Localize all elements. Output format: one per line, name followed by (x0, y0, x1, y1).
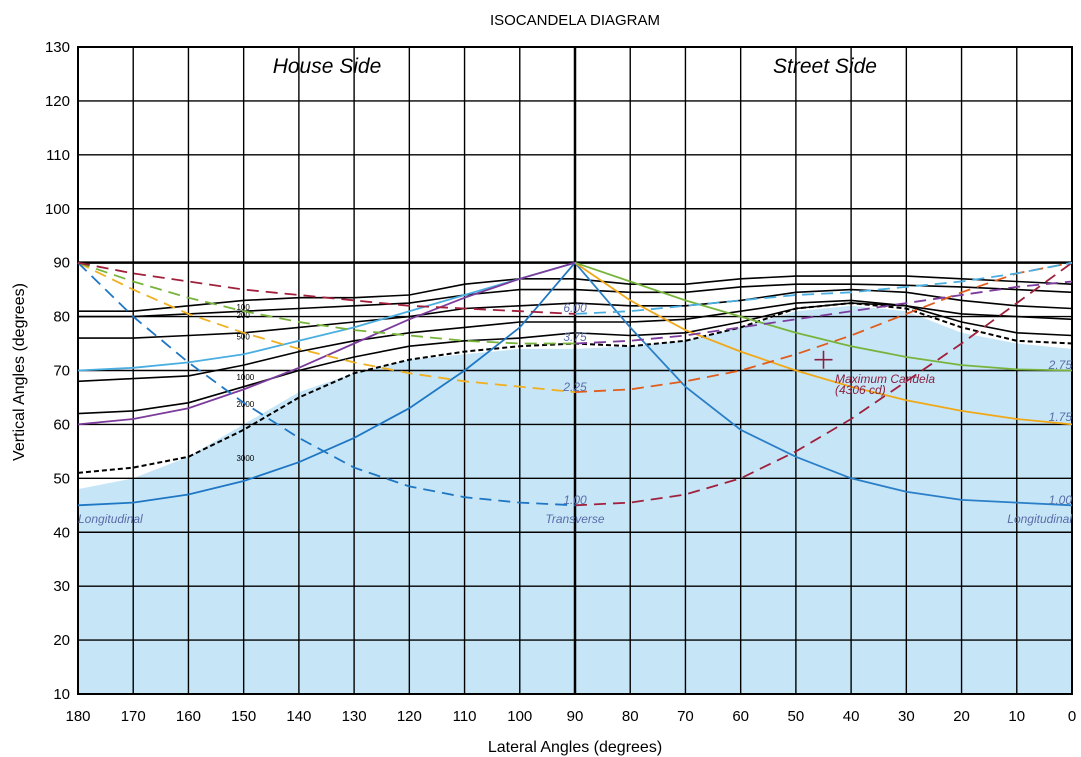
y-tick-label: 100 (45, 201, 70, 218)
y-tick-label: 60 (53, 416, 70, 433)
x-tick-label: 20 (953, 708, 970, 725)
x-tick-label: 70 (677, 708, 694, 725)
y-tick-label: 90 (53, 255, 70, 272)
x-tick-label: 80 (622, 708, 639, 725)
x-tick-label: 90 (567, 708, 584, 725)
chart-title: ISOCANDELA DIAGRAM (490, 12, 660, 29)
longitudinal-right-label: Longitudinal (1007, 512, 1072, 526)
y-tick-label: 130 (45, 39, 70, 56)
y-tick-label: 20 (53, 632, 70, 649)
x-tick-label: 160 (176, 708, 201, 725)
street-side-label: Street Side (773, 55, 877, 78)
house-side-label: House Side (273, 55, 382, 78)
x-tick-label: 150 (231, 708, 256, 725)
series-line-0 (77, 262, 576, 507)
series-label-6-00: 6.00 (563, 301, 587, 315)
y-tick-label: 110 (46, 147, 70, 164)
series-line-1 (574, 262, 1073, 507)
series-label-2-25: 2.25 (562, 380, 587, 394)
series-layer (77, 261, 1073, 507)
isocandela-line-2000 (77, 302, 1073, 415)
x-tick-label: 10 (1008, 708, 1025, 725)
tick-label-layer: 180 170 160 150 140 130 120 110 100 90 80 70 60 50 40 3… (45, 39, 1076, 725)
x-tick-label: 100 (507, 708, 532, 725)
series-label-1-75: 1.75 (1049, 410, 1073, 424)
longitudinal-left-label: Longitudinal (78, 512, 143, 526)
series-line-12 (77, 261, 576, 315)
series-line-10 (574, 280, 1073, 345)
series-line-9 (574, 261, 1073, 507)
x-tick-label: 140 (286, 708, 311, 725)
isocandela-label-500: 500 (236, 332, 250, 341)
series-line-8 (77, 262, 576, 507)
y-tick-label: 10 (53, 686, 70, 703)
y-tick-label: 30 (53, 578, 70, 595)
transverse-label: Transverse (545, 512, 604, 526)
y-axis-label: Vertical Angles (degrees) (11, 283, 28, 461)
x-tick-label: 170 (121, 708, 146, 725)
isocandela-label-100: 100 (236, 303, 250, 312)
series-line-6 (574, 261, 1073, 393)
x-axis-label: Lateral Angles (degrees) (488, 739, 662, 756)
max-candela-label: Maximum Candela (835, 372, 935, 386)
x-tick-label: 60 (732, 708, 749, 725)
x-tick-label: 0 (1068, 708, 1076, 725)
y-tick-label: 40 (53, 524, 70, 541)
x-tick-label: 110 (453, 708, 477, 725)
series-label-3-75: 3.75 (563, 330, 587, 344)
y-tick-label: 70 (53, 363, 70, 380)
x-tick-label: 30 (898, 708, 915, 725)
y-tick-label: 50 (53, 470, 70, 487)
isocandela-label-1000: 1000 (236, 373, 254, 382)
max-candela-value: (4306 cd) (835, 383, 886, 397)
series-line-4 (77, 261, 576, 372)
y-tick-label: 120 (45, 93, 70, 110)
series-label-1-00-right: 1.00 (1049, 493, 1073, 507)
y-tick-label: 80 (53, 309, 70, 326)
series-line-2 (574, 261, 1073, 426)
x-tick-label: 120 (397, 708, 422, 725)
isocandela-label-3000: 3000 (236, 454, 254, 463)
series-line-13 (574, 261, 1073, 315)
isocandela-label-200: 200 (236, 311, 250, 320)
x-tick-label: 40 (843, 708, 860, 725)
x-tick-label: 130 (342, 708, 367, 725)
series-line-11 (77, 261, 575, 345)
series-line-3 (574, 261, 1073, 372)
series-label-1-00-center: 1.00 (563, 493, 587, 507)
series-label-2-75: 2.75 (1048, 358, 1073, 372)
series-line-7 (77, 261, 576, 393)
isocandela-line-100 (78, 275, 1073, 313)
x-tick-label: 50 (788, 708, 805, 725)
x-tick-label: 180 (65, 708, 90, 725)
